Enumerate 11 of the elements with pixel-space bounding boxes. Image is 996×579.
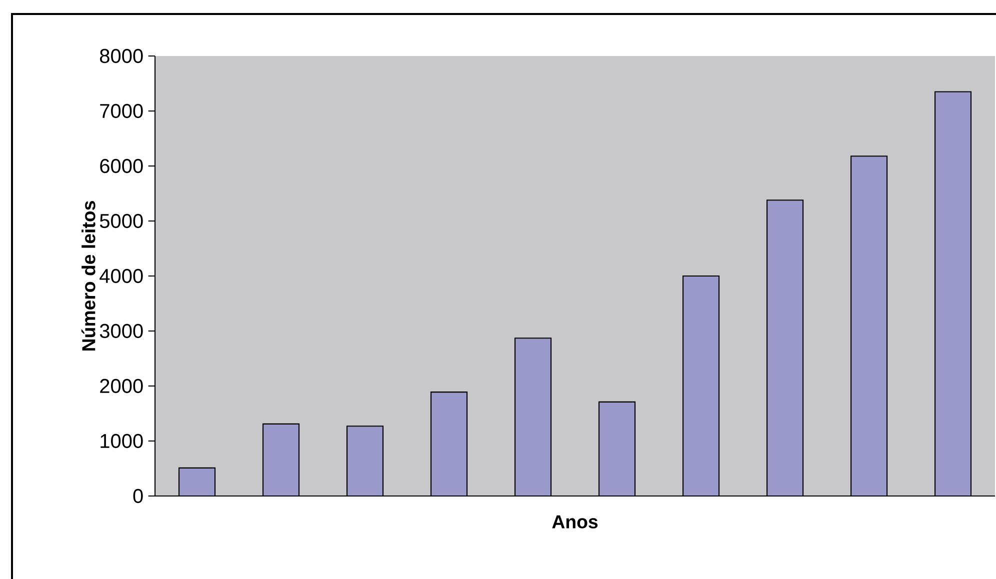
y-tick-label: 2000 xyxy=(100,378,143,394)
y-tick-label: 5000 xyxy=(100,214,143,228)
y-tick-label: 1000 xyxy=(100,434,143,448)
y-tick-label: 6000 xyxy=(100,158,143,174)
y-tick-label: 3000 xyxy=(100,324,143,338)
y-tick-label: 7000 xyxy=(100,104,143,118)
y-tick-label: 0 xyxy=(133,488,143,504)
x-axis-title: Anos xyxy=(552,515,598,528)
y-tick-label: 4000 xyxy=(100,268,143,284)
y-axis-title: Número de leitos xyxy=(81,201,96,350)
y-tick-label: 8000 xyxy=(100,48,143,64)
